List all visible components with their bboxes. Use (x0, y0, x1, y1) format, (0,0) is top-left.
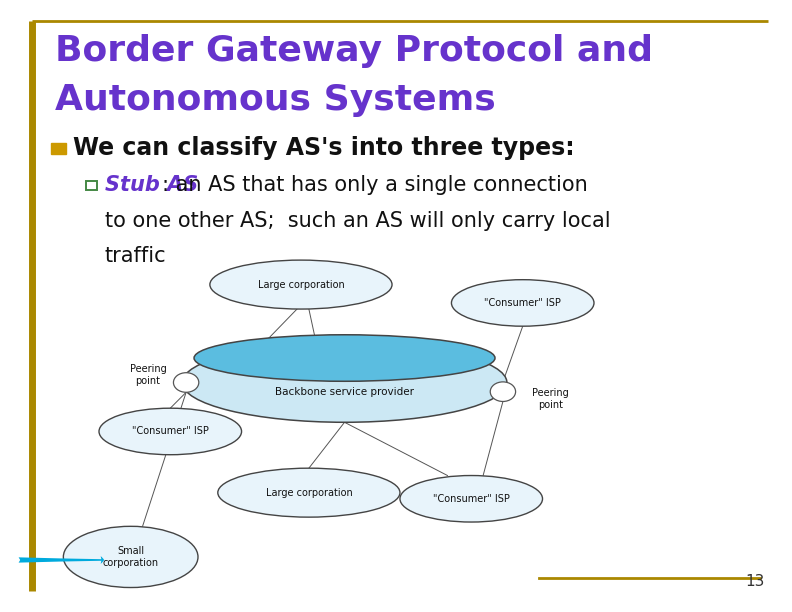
Ellipse shape (99, 408, 242, 455)
Circle shape (490, 382, 516, 401)
Text: Large corporation: Large corporation (257, 280, 345, 289)
Text: 13: 13 (745, 573, 764, 589)
Bar (51, 143, 66, 154)
Text: Peering
point: Peering point (130, 364, 166, 386)
Text: Small
corporation: Small corporation (103, 546, 158, 568)
Text: Backbone service provider: Backbone service provider (275, 387, 414, 397)
Ellipse shape (210, 260, 392, 309)
Text: "Consumer" ISP: "Consumer" ISP (484, 298, 562, 308)
Circle shape (173, 373, 199, 392)
Text: "Consumer" ISP: "Consumer" ISP (131, 427, 209, 436)
Text: Autonomous Systems: Autonomous Systems (55, 83, 497, 117)
Text: to one other AS;  such an AS will only carry local: to one other AS; such an AS will only ca… (105, 211, 610, 231)
Text: : an AS that has only a single connection: : an AS that has only a single connectio… (162, 176, 588, 195)
Ellipse shape (400, 476, 543, 522)
Text: Large corporation: Large corporation (265, 488, 352, 498)
Text: Peering
point: Peering point (532, 388, 569, 410)
Text: "Consumer" ISP: "Consumer" ISP (432, 494, 510, 504)
Ellipse shape (451, 280, 594, 326)
Text: We can classify AS's into three types:: We can classify AS's into three types: (73, 136, 574, 160)
Ellipse shape (63, 526, 198, 588)
Ellipse shape (194, 335, 495, 381)
Text: Border Gateway Protocol and: Border Gateway Protocol and (55, 34, 653, 68)
Text: Stub AS: Stub AS (105, 176, 198, 195)
Text: traffic: traffic (105, 247, 166, 266)
Ellipse shape (218, 468, 400, 517)
Ellipse shape (182, 343, 507, 422)
